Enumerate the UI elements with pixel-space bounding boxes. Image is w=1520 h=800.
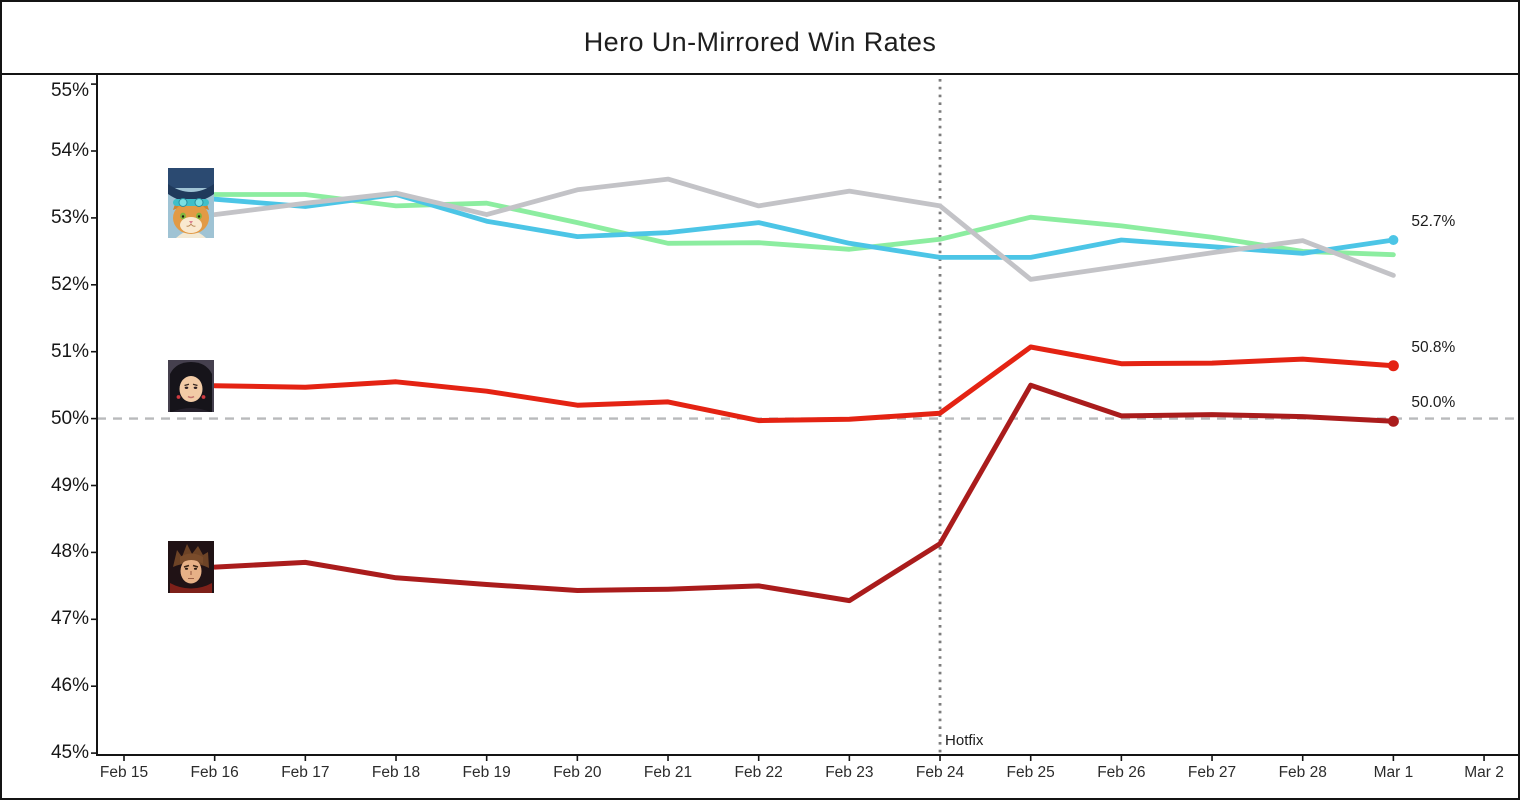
series-end-dot-red-hero xyxy=(1387,360,1399,372)
cat-avatar-image xyxy=(167,167,214,238)
title-divider xyxy=(0,73,1520,75)
series-line-green-hero xyxy=(212,192,1396,258)
end-label-red-hero: 50.8% xyxy=(1411,338,1456,356)
dark-red-hero-avatar xyxy=(167,541,214,594)
chart-title: Hero Un-Mirrored Win Rates xyxy=(583,27,937,57)
series-line-gray-hero xyxy=(212,176,1396,282)
man-avatar-image xyxy=(167,541,214,594)
hotfix-annotation-label: Hotfix xyxy=(945,732,984,749)
woman-avatar-image xyxy=(167,359,214,412)
cat-hero-avatar xyxy=(167,167,214,238)
end-label-dark-red-hero: 50.0% xyxy=(1411,394,1456,412)
series-end-dot-cyan-hero xyxy=(1388,234,1399,245)
series-line-dark-red-hero xyxy=(212,382,1396,604)
red-hero-avatar xyxy=(167,359,214,412)
series-line-red-hero xyxy=(212,344,1396,424)
series-end-dot-dark-red-hero xyxy=(1387,415,1399,427)
end-label-cyan-hero: 52.7% xyxy=(1411,212,1456,230)
